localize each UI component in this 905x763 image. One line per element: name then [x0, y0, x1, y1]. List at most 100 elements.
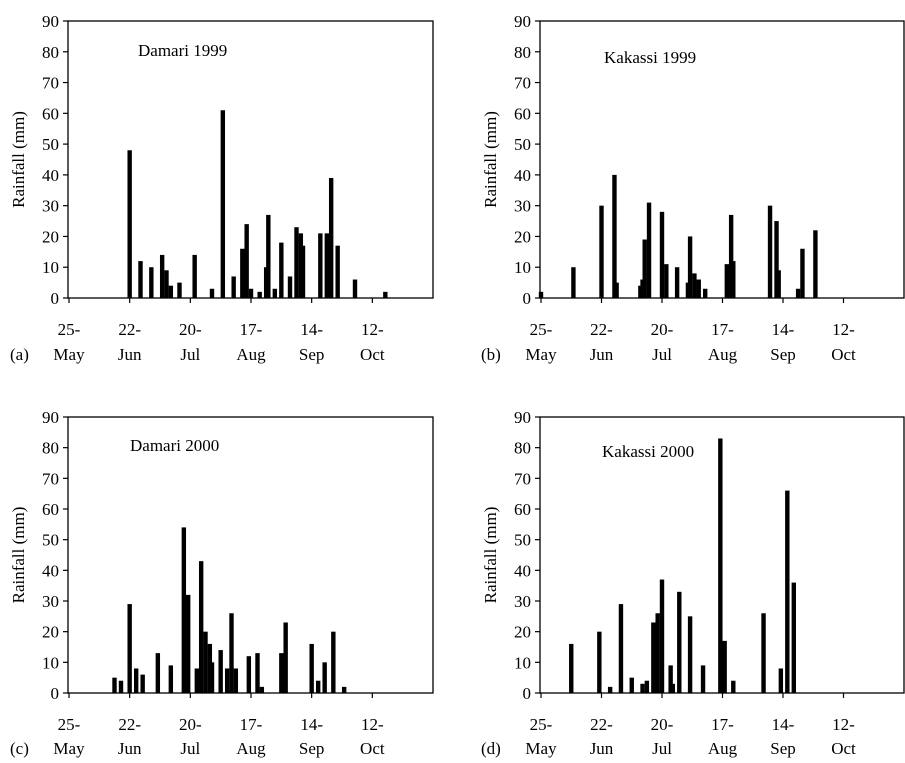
panel-title: Kakassi 2000 — [602, 442, 694, 461]
rainfall-bar — [599, 205, 604, 298]
y-tick-label: 50 — [42, 531, 59, 550]
x-tick-label-month: Oct — [831, 739, 856, 758]
rainfall-bar — [571, 267, 576, 298]
x-tick-label-day: 20- — [651, 715, 674, 734]
y-axis-title: Rainfall (mm) — [9, 507, 28, 604]
rainfall-bar — [209, 662, 215, 693]
rainfall-bar — [138, 261, 143, 298]
rainfall-bar — [164, 270, 169, 298]
panel-title: Kakassi 1999 — [604, 48, 696, 67]
rainfall-bar — [651, 622, 656, 693]
rainfall-bar — [692, 273, 697, 298]
y-tick-label: 80 — [514, 43, 531, 62]
x-tick-label-month: Jun — [118, 739, 142, 758]
x-tick-label-day: 17- — [711, 320, 734, 339]
rainfall-bar — [294, 227, 299, 298]
x-tick-label-month: Sep — [299, 345, 325, 364]
rainfall-bar — [322, 662, 327, 693]
y-tick-label: 0 — [51, 684, 60, 703]
rainfall-bar — [185, 594, 191, 693]
rainfall-bar — [218, 650, 223, 693]
x-tick-label-day: 17- — [240, 320, 263, 339]
y-tick-label: 30 — [42, 197, 59, 216]
rainfall-bar — [231, 276, 236, 298]
y-tick-label: 90 — [514, 12, 531, 31]
plot-area — [67, 416, 434, 694]
rainfall-bar — [133, 668, 139, 693]
rainfall-bar — [569, 643, 574, 693]
x-tick-label-month: Jul — [180, 345, 200, 364]
rainfall-bar — [774, 221, 779, 298]
panel-letter: (a) — [10, 345, 29, 364]
x-tick-label-month: Oct — [831, 345, 856, 364]
rainfall-bar — [266, 214, 271, 298]
rainfall-bar — [246, 656, 252, 693]
x-tick-label-day: 22- — [590, 715, 613, 734]
y-tick-label: 70 — [514, 469, 531, 488]
chart-panel: 0 10 20 30 40 50 60 70 80 90 25- May 22- Jun 20- Jul 17-… — [9, 408, 434, 758]
rainfall-bar — [674, 267, 680, 298]
rainfall-bar — [700, 665, 706, 693]
y-axis-title: Rainfall (mm) — [9, 111, 28, 208]
x-tick-label-day: 20- — [651, 320, 674, 339]
x-tick-label-day: 20- — [179, 715, 202, 734]
x-tick-label-day: 14- — [772, 715, 795, 734]
rainfall-bar — [795, 288, 801, 298]
y-tick-label: 40 — [514, 561, 531, 580]
x-tick-label-day: 12- — [832, 715, 855, 734]
y-tick-label: 80 — [42, 439, 59, 458]
rainfall-bar — [341, 686, 347, 693]
x-tick-label-day: 12- — [361, 715, 384, 734]
y-tick-label: 90 — [514, 408, 531, 427]
rainfall-bar — [778, 668, 784, 693]
rainfall-bar — [646, 202, 652, 298]
x-tick-label-month: Jul — [180, 739, 200, 758]
rainfall-bar — [248, 288, 254, 298]
y-tick-label: 60 — [514, 104, 531, 123]
x-tick-label-month: Aug — [708, 345, 738, 364]
rainfall-bar — [155, 653, 161, 693]
rainfall-bar — [659, 211, 665, 298]
rainfall-bar — [813, 230, 818, 298]
x-tick-label-day: 22- — [118, 320, 141, 339]
rainfall-bar — [168, 665, 174, 693]
x-tick-label-month: Oct — [360, 345, 385, 364]
x-tick-label-day: 25- — [58, 320, 81, 339]
y-tick-label: 20 — [42, 227, 59, 246]
y-tick-label: 10 — [514, 258, 531, 277]
rainfall-bar — [791, 582, 796, 693]
x-tick-label-month: May — [525, 739, 557, 758]
rainfall-bar — [318, 233, 323, 298]
rainfall-bar — [538, 291, 544, 298]
rainfall-bar — [192, 254, 197, 298]
rainfall-bar — [607, 686, 613, 693]
rainfall-bar — [670, 683, 675, 693]
rainfall-bar — [687, 616, 693, 693]
rainfall-bar — [618, 604, 624, 693]
rainfall-bar — [659, 579, 665, 693]
rainfall-bar — [703, 288, 708, 298]
rainfall-bar — [127, 150, 132, 298]
x-tick-label-day: 12- — [361, 320, 384, 339]
rainfall-bar — [731, 261, 736, 298]
y-tick-label: 10 — [42, 653, 59, 672]
x-tick-label-day: 14- — [300, 320, 323, 339]
rainfall-bar — [140, 674, 145, 693]
y-tick-label: 80 — [514, 439, 531, 458]
y-tick-label: 0 — [523, 684, 532, 703]
y-tick-label: 70 — [42, 469, 59, 488]
rainfall-bar — [724, 264, 730, 298]
panel-letter: (b) — [481, 345, 501, 364]
rainfall-bar — [642, 239, 647, 298]
chart-panel: 0 10 20 30 40 50 60 70 80 90 25- May 22- Jun 20- Jul 17-… — [481, 12, 905, 364]
x-tick-label-month: May — [53, 345, 85, 364]
y-tick-label: 80 — [42, 43, 59, 62]
y-tick-label: 40 — [42, 166, 59, 185]
rainfall-bar — [718, 438, 723, 693]
rainfall-bar — [668, 665, 673, 693]
panel-title: Damari 1999 — [138, 41, 227, 60]
x-tick-label-day: 22- — [590, 320, 613, 339]
rainfall-bar — [761, 613, 766, 693]
x-tick-label-day: 12- — [832, 320, 855, 339]
